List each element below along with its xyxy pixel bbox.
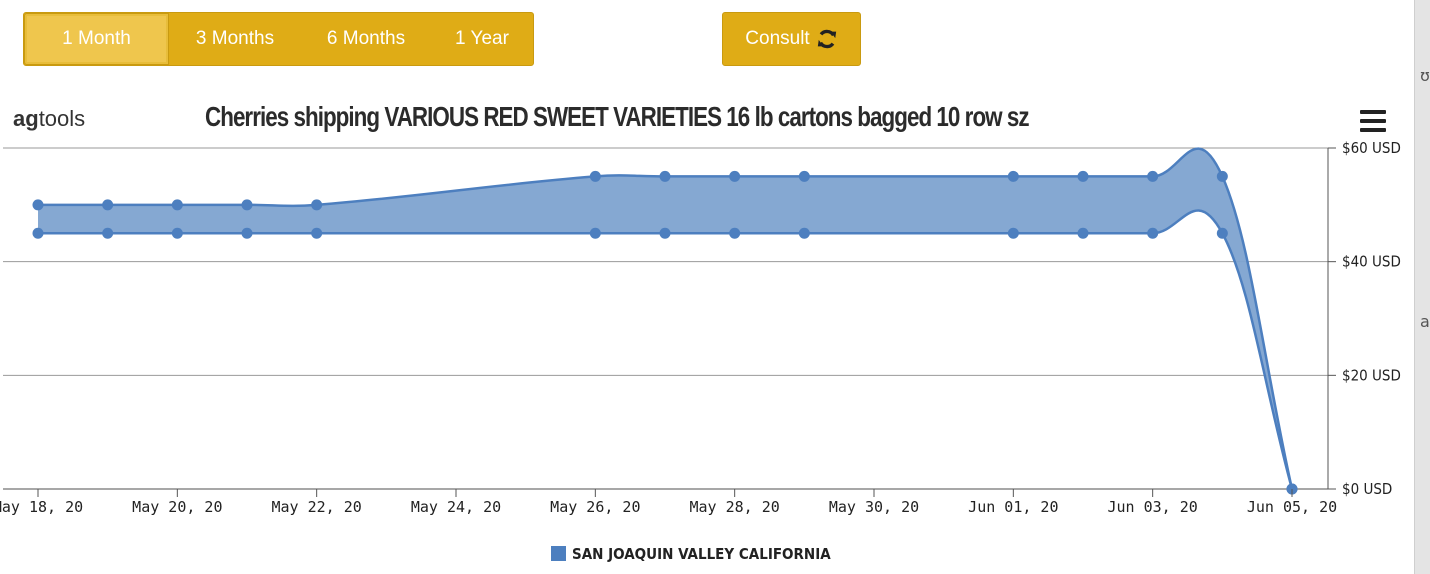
data-point bbox=[1007, 227, 1019, 239]
range-1-month-button[interactable]: 1 Month bbox=[24, 13, 169, 65]
page-scrollbar[interactable] bbox=[1414, 0, 1430, 574]
data-point bbox=[311, 199, 323, 211]
agtools-logo[interactable]: agtools bbox=[13, 106, 86, 131]
range-3-months-button[interactable]: 3 Months bbox=[195, 28, 275, 49]
x-tick-label: Jun 05, 20 bbox=[1247, 498, 1337, 516]
data-point bbox=[659, 227, 671, 239]
data-point bbox=[589, 227, 601, 239]
x-tick-label: Jun 03, 20 bbox=[1108, 498, 1198, 516]
hamburger-menu-icon[interactable] bbox=[1360, 110, 1386, 134]
data-point bbox=[171, 227, 183, 239]
data-point bbox=[1077, 227, 1089, 239]
data-point bbox=[729, 227, 741, 239]
data-point bbox=[32, 199, 44, 211]
consult-button[interactable]: Consult bbox=[722, 12, 861, 66]
x-tick-label: May 18, 20 bbox=[0, 498, 83, 516]
data-point bbox=[798, 170, 810, 182]
data-point bbox=[171, 199, 183, 211]
data-point bbox=[311, 227, 323, 239]
data-point bbox=[32, 227, 44, 239]
data-points bbox=[32, 170, 1298, 495]
data-point bbox=[241, 227, 253, 239]
data-point bbox=[659, 170, 671, 182]
data-point bbox=[1147, 227, 1159, 239]
data-point bbox=[102, 199, 114, 211]
series-area bbox=[38, 148, 1292, 489]
grid-lines bbox=[3, 147, 1328, 490]
data-point bbox=[1147, 170, 1159, 182]
legend-label: SAN JOAQUIN VALLEY CALIFORNIA bbox=[572, 545, 831, 563]
x-tick-label: May 28, 20 bbox=[690, 498, 780, 516]
range-selector: 1 Month 3 Months 6 Months 1 Year bbox=[23, 12, 534, 66]
data-point bbox=[729, 170, 741, 182]
data-point bbox=[1216, 170, 1228, 182]
chart-title: Cherries shipping VARIOUS RED SWEET VARI… bbox=[205, 101, 1030, 132]
data-point bbox=[102, 227, 114, 239]
data-point bbox=[1007, 170, 1019, 182]
edge-glyph-top: ʊ bbox=[1420, 66, 1430, 85]
x-tick-label: May 30, 20 bbox=[829, 498, 919, 516]
y-tick-label: $40 USD bbox=[1342, 253, 1401, 271]
data-point bbox=[1077, 170, 1089, 182]
series-low-line bbox=[38, 209, 1294, 490]
y-tick-label: $60 USD bbox=[1342, 139, 1401, 157]
range-6-months-button[interactable]: 6 Months bbox=[326, 28, 406, 49]
x-tick-label: May 22, 20 bbox=[272, 498, 362, 516]
legend-swatch bbox=[551, 546, 566, 561]
axes: $0 USD $20 USD $40 USD $60 USD May 18, 20 May… bbox=[0, 139, 1401, 516]
edge-glyph-mid: a bbox=[1420, 312, 1430, 331]
data-point bbox=[589, 170, 601, 182]
refresh-icon bbox=[817, 29, 836, 49]
y-tick-label: $20 USD bbox=[1342, 366, 1401, 384]
x-tick-label: May 20, 20 bbox=[132, 498, 222, 516]
data-point bbox=[1216, 227, 1228, 239]
legend: SAN JOAQUIN VALLEY CALIFORNIA bbox=[551, 545, 831, 563]
y-tick-label: $0 USD bbox=[1342, 480, 1392, 498]
x-tick-label: Jun 01, 20 bbox=[968, 498, 1058, 516]
data-point bbox=[241, 199, 253, 211]
range-1-year-button[interactable]: 1 Year bbox=[455, 28, 509, 49]
x-tick-label: May 26, 20 bbox=[550, 498, 640, 516]
consult-label: Consult bbox=[745, 28, 810, 49]
x-tick-label: May 24, 20 bbox=[411, 498, 501, 516]
data-point bbox=[798, 227, 810, 239]
